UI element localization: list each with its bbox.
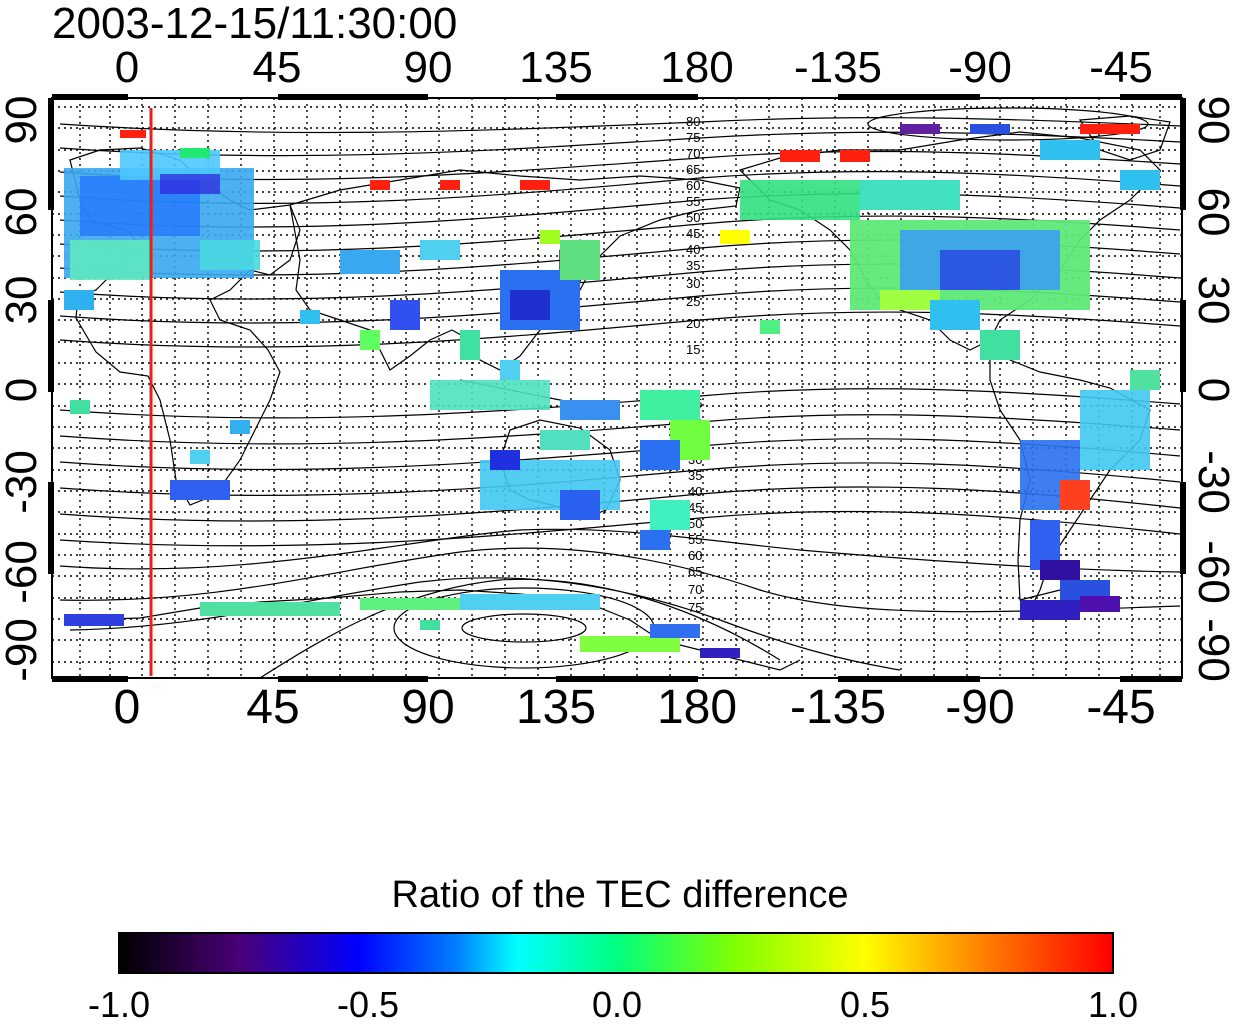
contour-label: 70 (688, 582, 702, 597)
contour-label: 15 (686, 342, 700, 357)
contour-label: 20 (686, 316, 700, 331)
contour-label: 30 (686, 276, 700, 291)
bottom-tick-label: 45 (246, 681, 300, 734)
map-title: 2003-12-15/11:30:00 (52, 0, 458, 48)
contour-label: 60 (688, 548, 702, 563)
contour-label: 65 (686, 162, 700, 177)
bottom-tick-label: 135 (515, 681, 597, 734)
contour-label: 25 (686, 294, 700, 309)
contour-label: 45 (686, 226, 700, 241)
contour-label: 75 (688, 600, 702, 615)
contour-label: 40 (686, 242, 700, 257)
colorbar-tick-label: 0.5 (839, 984, 891, 1025)
tec-data-patches (64, 124, 1160, 658)
colorbar-tick-label: 1.0 (1087, 984, 1139, 1025)
frame-tick-bars (48, 94, 1186, 682)
contour-label: 80 (686, 114, 700, 129)
contour-label: 45 (688, 500, 702, 515)
top-tick-label: 90 (403, 43, 453, 92)
bottom-tick-label: -45 (1086, 681, 1156, 734)
contour-label: 50 (688, 516, 702, 531)
contour-label: 40 (688, 484, 702, 499)
contour-label: 35 (686, 258, 700, 273)
colorbar-title: Ratio of the TEC difference (391, 874, 849, 916)
top-tick-label: -45 (1089, 43, 1153, 92)
contour-label: 35 (688, 468, 702, 483)
colorbar (118, 932, 1114, 974)
top-tick-label: 180 (660, 43, 734, 92)
bottom-tick-label: -135 (789, 681, 887, 734)
contour-label: 50 (686, 210, 700, 225)
colorbar-tick-label: -1.0 (87, 984, 151, 1025)
map-plot: 80 75 70 65 60 55 50 45 40 35 30 25 20 1… (48, 94, 1186, 682)
top-tick-label: -135 (793, 43, 883, 92)
contour-label: 75 (686, 130, 700, 145)
top-tick-label: 135 (519, 43, 593, 92)
contour-label: 55 (686, 194, 700, 209)
colorbar-tick-label: 0.0 (591, 984, 643, 1025)
top-tick-label: 45 (252, 43, 302, 92)
colorbar-tick-label: -0.5 (336, 984, 400, 1025)
contour-label: 55 (688, 532, 702, 547)
contour-label: 60 (686, 178, 700, 193)
bottom-tick-label: 90 (401, 681, 455, 734)
bottom-tick-label: 0 (113, 681, 141, 734)
contour-label: 70 (686, 146, 700, 161)
top-tick-label: -90 (948, 43, 1012, 92)
top-tick-label: 0 (114, 43, 140, 92)
bottom-tick-label: -90 (945, 681, 1015, 734)
bottom-tick-label: 180 (656, 681, 738, 734)
contour-label: 65 (688, 564, 702, 579)
